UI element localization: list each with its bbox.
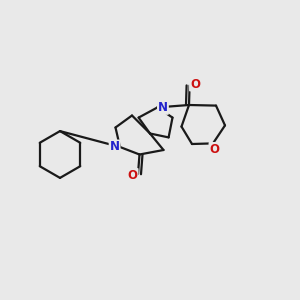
- Text: O: O: [209, 143, 220, 156]
- Text: N: N: [110, 140, 120, 154]
- Text: O: O: [190, 77, 200, 91]
- Text: O: O: [128, 169, 138, 182]
- Text: N: N: [158, 101, 168, 114]
